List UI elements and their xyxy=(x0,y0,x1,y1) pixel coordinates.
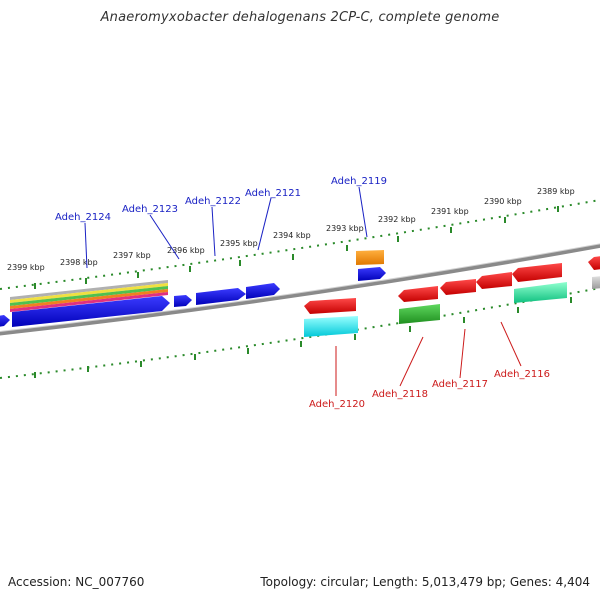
lower-scale-line xyxy=(0,287,600,379)
scale-label: 2399 kbp xyxy=(7,263,45,272)
upper-leader-lines xyxy=(84,186,368,269)
gene-arrow[interactable] xyxy=(0,315,10,327)
gene-arrow[interactable] xyxy=(246,283,280,299)
gene-label[interactable]: Adeh_2118 xyxy=(372,389,428,400)
genome-title: Anaeromyxobacter dehalogenans 2CP-C, com… xyxy=(100,10,500,25)
genome-backbone xyxy=(0,243,600,336)
feature-stripe-block xyxy=(10,280,168,312)
reverse-genes xyxy=(304,256,600,314)
scale-label: 2394 kbp xyxy=(273,231,311,240)
gene-label[interactable]: Adeh_2121 xyxy=(245,188,301,199)
gene-label[interactable]: Adeh_2124 xyxy=(55,212,111,223)
gene-label[interactable]: Adeh_2122 xyxy=(185,196,241,207)
scale-label: 2389 kbp xyxy=(537,187,575,196)
gene-arrow[interactable] xyxy=(304,298,356,314)
upper-scale-line xyxy=(0,199,600,290)
upper-gene-labels: Adeh_2124 Adeh_2123 Adeh_2122 Adeh_2121 … xyxy=(55,176,387,223)
scale-label: 2397 kbp xyxy=(113,251,151,260)
gene-arrow[interactable] xyxy=(588,256,600,270)
scale-label: 2393 kbp xyxy=(326,224,364,233)
scale-label: 2392 kbp xyxy=(378,215,416,224)
forward-genes xyxy=(0,267,386,327)
scale-label: 2390 kbp xyxy=(484,197,522,206)
gene-arrow[interactable] xyxy=(440,279,476,295)
upper-scale-ticks xyxy=(34,206,559,289)
scale-label: 2391 kbp xyxy=(431,207,469,216)
genome-summary-text: Topology: circular; Length: 5,013,479 bp… xyxy=(260,575,590,589)
scale-labels: 2399 kbp 2398 kbp 2397 kbp 2396 kbp 2395… xyxy=(7,187,575,272)
gene-label[interactable]: Adeh_2116 xyxy=(494,369,550,380)
gene-label[interactable]: Adeh_2120 xyxy=(309,399,365,410)
gene-label[interactable]: Adeh_2119 xyxy=(331,176,387,187)
gene-arrow[interactable] xyxy=(12,296,170,327)
gene-block[interactable] xyxy=(399,304,440,324)
gene-label[interactable]: Adeh_2117 xyxy=(432,379,488,390)
lower-leader-lines xyxy=(335,321,522,396)
lower-gene-labels: Adeh_2120 Adeh_2118 Adeh_2117 Adeh_2116 xyxy=(309,369,550,410)
gene-block[interactable] xyxy=(592,276,600,289)
gene-block[interactable] xyxy=(304,316,358,337)
gene-arrow[interactable] xyxy=(476,272,512,289)
gene-arrow[interactable] xyxy=(358,267,386,281)
scale-label: 2398 kbp xyxy=(60,258,98,267)
lower-scale-ticks xyxy=(34,297,572,378)
gene-label[interactable]: Adeh_2123 xyxy=(122,204,178,215)
accession-text: Accession: NC_007760 xyxy=(8,575,145,589)
scale-label: 2395 kbp xyxy=(220,239,258,248)
scale-label: 2396 kbp xyxy=(167,246,205,255)
gene-block[interactable] xyxy=(514,282,567,303)
gene-arrow[interactable] xyxy=(174,295,192,307)
gene-arrow[interactable] xyxy=(398,286,438,302)
gene-arrow[interactable] xyxy=(512,263,562,282)
gene-block[interactable] xyxy=(356,250,384,265)
gene-arrow[interactable] xyxy=(196,288,246,305)
